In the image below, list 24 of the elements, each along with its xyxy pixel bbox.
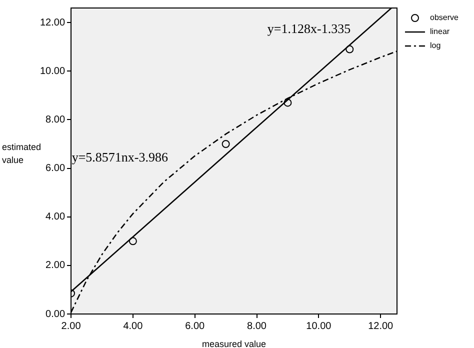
- annotation: y=5.8571nx-3.986: [72, 149, 168, 164]
- x-tick-label: 2.00: [61, 320, 82, 332]
- y-tick-label: 0.00: [46, 308, 66, 320]
- y-tick-label: 6.00: [46, 163, 66, 174]
- legend-label: observe: [430, 13, 460, 22]
- annotation: y=1.128x-1.335: [267, 20, 351, 36]
- y-tick-label: 2.00: [46, 260, 66, 272]
- point: [128, 237, 137, 246]
- y-tick-label: 8.00: [46, 114, 66, 126]
- x-tick-label: 8.00: [247, 320, 267, 332]
- x-axis-title: measured value: [202, 338, 266, 348]
- y-axis-title: estimated value: [2, 142, 42, 165]
- y-tick-label: 4.00: [46, 212, 66, 223]
- point: [222, 140, 230, 148]
- x-tick-label: 12.00: [368, 320, 394, 332]
- y-tick-label: 10.00: [40, 66, 66, 77]
- y-tick-label: 12.00: [40, 17, 66, 28]
- legend-label: linear: [430, 27, 450, 36]
- point: [284, 98, 292, 107]
- x-tick-label: 10.00: [306, 320, 332, 332]
- point: [346, 45, 354, 54]
- x-tick-label: 4.00: [123, 320, 144, 332]
- legend-label: log: [430, 41, 441, 50]
- x-tick-label: 6.00: [185, 320, 206, 332]
